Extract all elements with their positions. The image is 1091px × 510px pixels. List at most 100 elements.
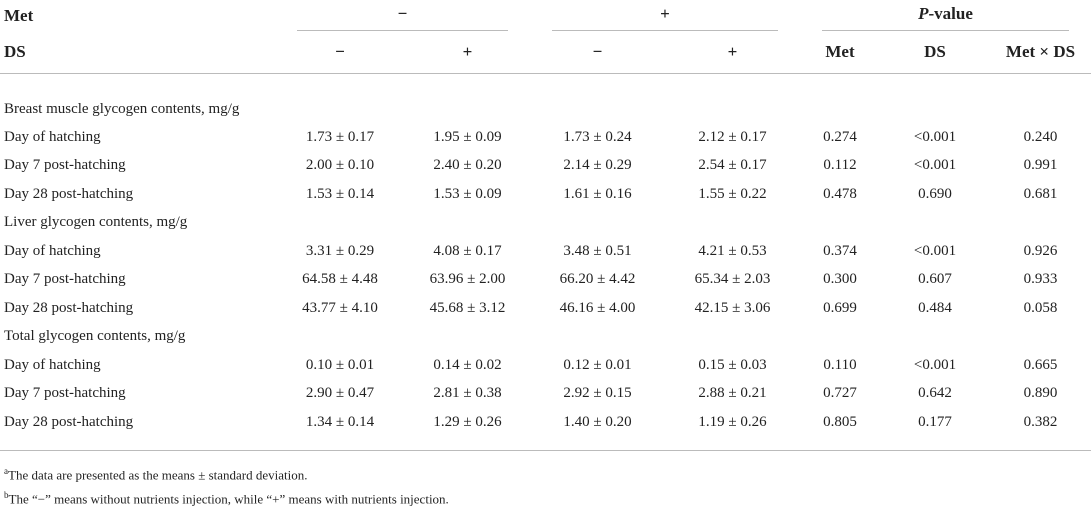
data-cell: 0.805 bbox=[800, 408, 880, 451]
data-row: Day of hatching 3.31 ± 0.29 4.08 ± 0.17 3.4… bbox=[0, 237, 1091, 266]
header-cell: − bbox=[275, 31, 405, 74]
data-row: Day of hatching 0.10 ± 0.01 0.14 ± 0.02 0.1… bbox=[0, 351, 1091, 380]
group-header: − bbox=[275, 0, 530, 31]
data-cell: 0.274 bbox=[823, 128, 857, 145]
section-title: Total glycogen contents, mg/g bbox=[4, 328, 186, 345]
data-cell: 0.240 bbox=[1023, 128, 1058, 145]
table-body: Breast muscle glycogen contents, mg/g Day… bbox=[0, 74, 1091, 451]
data-cell: 2.88 ± 0.21 bbox=[698, 385, 767, 402]
data-row: Day 28 post-hatching 43.77 ± 4.10 45.68 ± … bbox=[0, 294, 1091, 323]
footnote-text: The data are presented as the means ± st… bbox=[8, 467, 308, 483]
data-cell: 0.665 bbox=[1023, 356, 1058, 373]
header-row: DS − + − + Met DS Met × DS bbox=[0, 31, 1091, 74]
pvalue-rest: -value bbox=[928, 4, 973, 23]
data-cell: 2.00 ± 0.10 bbox=[305, 157, 375, 174]
section-row: Liver glycogen contents, mg/g bbox=[0, 209, 1091, 238]
data-cell: 0.690 bbox=[918, 185, 952, 202]
header-cell: Met × DS bbox=[990, 31, 1091, 74]
header-cell: Met bbox=[800, 31, 880, 74]
row-label: Day 28 post-hatching bbox=[0, 408, 275, 451]
data-cell: 0.112 bbox=[823, 157, 857, 174]
data-cell: 1.73 ± 0.24 bbox=[563, 128, 632, 145]
row-label: Day 28 post-hatching bbox=[4, 299, 134, 316]
data-cell: 1.34 ± 0.14 bbox=[275, 408, 405, 451]
header-cell: DS bbox=[0, 31, 275, 74]
row-label: Day 7 post-hatching bbox=[4, 157, 126, 174]
row-label: Day of hatching bbox=[4, 128, 101, 145]
header-cell: Met bbox=[4, 5, 34, 25]
data-cell: 0.478 bbox=[823, 185, 857, 202]
footnote-text: The “−” means without nutrients injectio… bbox=[8, 491, 449, 507]
footnote: aThe data are presented as the means ± s… bbox=[4, 461, 1091, 485]
data-cell: 46.16 ± 4.00 bbox=[559, 299, 636, 316]
data-cell: 1.61 ± 0.16 bbox=[563, 185, 632, 202]
data-cell: 66.20 ± 4.42 bbox=[559, 271, 636, 288]
data-cell: 0.642 bbox=[918, 385, 952, 402]
data-cell: 1.53 ± 0.14 bbox=[305, 185, 375, 202]
data-cell: 0.699 bbox=[823, 299, 857, 316]
data-cell: 2.92 ± 0.15 bbox=[563, 385, 632, 402]
row-label: Day 7 post-hatching bbox=[4, 271, 126, 288]
data-cell: 1.53 ± 0.09 bbox=[433, 185, 502, 202]
data-cell: 2.90 ± 0.47 bbox=[305, 385, 375, 402]
header-cell: DS bbox=[880, 31, 990, 74]
data-cell: 0.890 bbox=[1023, 385, 1058, 402]
data-cell: 2.14 ± 0.29 bbox=[563, 157, 632, 174]
data-cell: 0.681 bbox=[1023, 185, 1058, 202]
data-cell: 1.40 ± 0.20 bbox=[530, 408, 665, 451]
data-cell: 0.177 bbox=[880, 408, 990, 451]
data-cell: 4.21 ± 0.53 bbox=[698, 242, 767, 259]
data-cell: 65.34 ± 2.03 bbox=[694, 271, 771, 288]
group-header: + bbox=[530, 0, 800, 31]
data-cell: 0.300 bbox=[823, 271, 857, 288]
data-cell: 42.15 ± 3.06 bbox=[694, 299, 771, 316]
data-cell: 64.58 ± 4.48 bbox=[302, 271, 378, 288]
data-cell: 2.81 ± 0.38 bbox=[433, 385, 502, 402]
data-cell: 0.14 ± 0.02 bbox=[433, 356, 502, 373]
row-label: Day 7 post-hatching bbox=[4, 385, 126, 402]
group-label: + bbox=[552, 0, 778, 31]
data-cell: <0.001 bbox=[913, 242, 957, 259]
section-title: Liver glycogen contents, mg/g bbox=[4, 214, 188, 231]
group-label: − bbox=[297, 0, 508, 31]
data-table: Met − + P-value DS − + − + Met DS Met × DS Breast m… bbox=[0, 0, 1091, 451]
data-cell: 0.374 bbox=[823, 242, 857, 259]
data-cell: 4.08 ± 0.17 bbox=[433, 242, 502, 259]
data-cell: 1.55 ± 0.22 bbox=[698, 185, 767, 202]
data-cell: 0.727 bbox=[823, 385, 857, 402]
row-label: Day of hatching bbox=[4, 242, 101, 259]
section-row: Breast muscle glycogen contents, mg/g bbox=[0, 74, 1091, 124]
data-cell: 0.110 bbox=[823, 356, 857, 373]
section-row: Total glycogen contents, mg/g bbox=[0, 323, 1091, 352]
data-cell: 0.382 bbox=[990, 408, 1091, 451]
data-cell: 1.73 ± 0.17 bbox=[305, 128, 375, 145]
header-cell: + bbox=[665, 31, 800, 74]
row-label: Day of hatching bbox=[4, 356, 101, 373]
data-cell: 3.31 ± 0.29 bbox=[305, 242, 375, 259]
data-row: Day 7 post-hatching 2.90 ± 0.47 2.81 ± 0.3… bbox=[0, 380, 1091, 409]
data-cell: <0.001 bbox=[913, 356, 957, 373]
data-row: Day 7 post-hatching 2.00 ± 0.10 2.40 ± 0.2… bbox=[0, 152, 1091, 181]
data-cell: 1.19 ± 0.26 bbox=[665, 408, 800, 451]
data-cell: 1.29 ± 0.26 bbox=[405, 408, 530, 451]
pvalue-italic: P bbox=[918, 4, 929, 23]
row-label: Day 28 post-hatching bbox=[4, 185, 134, 202]
group-label: P-value bbox=[822, 0, 1070, 31]
data-cell: 63.96 ± 2.00 bbox=[429, 271, 506, 288]
data-cell: 2.12 ± 0.17 bbox=[698, 128, 767, 145]
header-row: Met − + P-value bbox=[0, 0, 1091, 31]
data-cell: 2.54 ± 0.17 bbox=[698, 157, 767, 174]
data-cell: 45.68 ± 3.12 bbox=[429, 299, 506, 316]
data-cell: 0.058 bbox=[1023, 299, 1058, 316]
header-cell: − bbox=[530, 31, 665, 74]
data-cell: 2.40 ± 0.20 bbox=[433, 157, 502, 174]
data-cell: 0.484 bbox=[918, 299, 952, 316]
data-cell: 0.15 ± 0.03 bbox=[698, 356, 767, 373]
data-cell: 1.95 ± 0.09 bbox=[433, 128, 502, 145]
section-title: Breast muscle glycogen contents, mg/g bbox=[4, 101, 240, 117]
data-row: Day 28 post-hatching 1.53 ± 0.14 1.53 ± 0.… bbox=[0, 180, 1091, 209]
table-header: Met − + P-value DS − + − + Met DS Met × DS bbox=[0, 0, 1091, 74]
header-cell: + bbox=[405, 31, 530, 74]
data-cell: 0.10 ± 0.01 bbox=[305, 356, 375, 373]
